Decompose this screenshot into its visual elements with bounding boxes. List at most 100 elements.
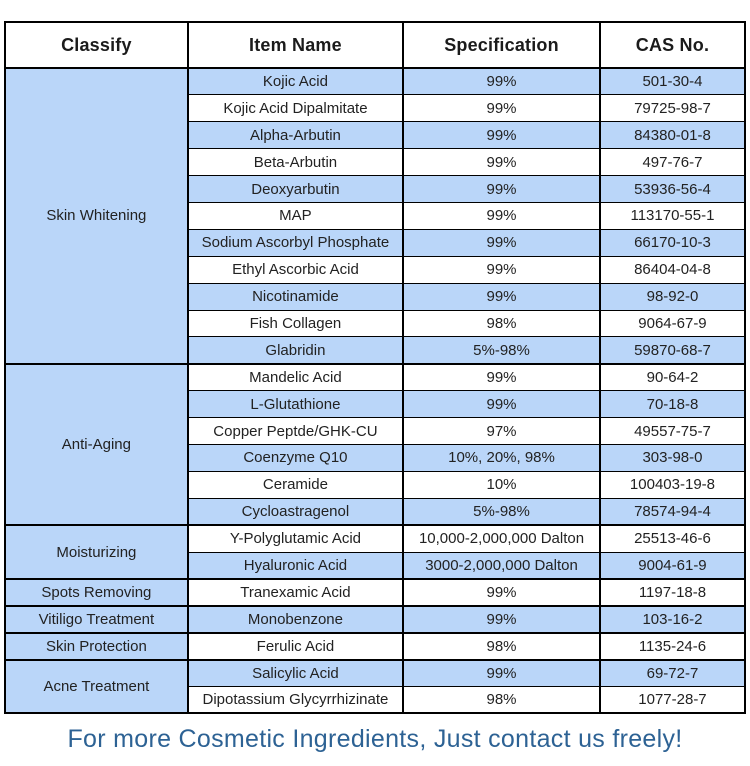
table-row: Coenzyme Q10 10%, 20%, 98% 303-98-0 [5,443,747,472]
table-body: Skin Whitening Kojic Acid 99% 501-30-4 Kojic… [4,67,747,715]
item-name-cell: Tranexamic Acid [186,577,405,607]
item-name-cell: Sodium Ascorbyl Phosphate [186,228,405,257]
table-row: Spots Removing Tranexamic Acid 99% 1197-18-… [4,577,747,607]
header-specification: Specification [402,21,601,69]
specification-cell: 99% [402,228,601,257]
cas-no-cell: 1197-18-8 [598,577,747,607]
header-classify: Classify [4,21,189,69]
ingredients-table: Classify Item Name Specification CAS No.… [4,21,747,715]
table-row: Acne Treatment Salicylic Acid 99% 69-72-7 [4,658,747,715]
cas-no-cell: 49557-75-7 [598,417,747,445]
specification-cell: 99% [402,390,601,419]
specification-cell: 5%-98% [402,497,601,526]
header-item-name: Item Name [186,21,405,69]
table-row: Skin Protection Ferulic Acid 98% 1135-24-6 [4,631,747,661]
item-name-cell: Hyaluronic Acid [186,551,405,580]
classify-cell: Skin Whitening [4,67,189,365]
table-row: Alpha-Arbutin 99% 84380-01-8 [5,121,747,150]
specification-cell: 99% [402,121,601,150]
specification-cell: 10% [402,470,601,499]
classify-cell: Moisturizing [4,524,189,580]
cas-no-cell: 59870-68-7 [598,336,747,365]
item-name-cell: Alpha-Arbutin [186,121,405,150]
specification-cell: 99% [402,148,601,177]
cas-no-cell: 78574-94-4 [598,497,747,526]
cas-no-cell: 98-92-0 [598,282,747,311]
cas-no-cell: 497-76-7 [598,148,747,177]
cas-no-cell: 100403-19-8 [598,470,747,499]
item-name-cell: Mandelic Acid [186,362,405,392]
specification-cell: 99% [402,604,601,634]
specification-cell: 98% [402,631,601,661]
item-name-cell: Salicylic Acid [186,658,405,687]
cas-no-cell: 86404-04-8 [598,255,747,284]
cas-no-cell: 1077-28-7 [598,685,747,714]
cas-no-cell: 66170-10-3 [598,228,747,257]
cas-no-cell: 84380-01-8 [598,121,747,150]
item-name-cell: Y-Polyglutamic Acid [186,524,405,553]
table-row: Fish Collagen 98% 9064-67-9 [5,309,747,338]
specification-cell: 99% [402,67,601,96]
table-row: Beta-Arbutin 99% 497-76-7 [5,148,747,177]
specification-cell: 99% [402,658,601,687]
item-name-cell: Fish Collagen [186,309,405,338]
header-row: Classify Item Name Specification CAS No. [4,21,747,69]
cas-no-cell: 9004-61-9 [598,551,747,580]
cas-no-cell: 70-18-8 [598,390,747,419]
specification-cell: 99% [402,362,601,392]
specification-cell: 98% [402,685,601,714]
cas-no-cell: 53936-56-4 [598,175,747,203]
table-row: Vitiligo Treatment Monobenzone 99% 103-16-2 [4,604,747,634]
table-row: Copper Peptde/GHK-CU 97% 49557-75-7 [5,417,747,445]
table-row: MAP 99% 113170-55-1 [5,201,747,230]
classify-cell: Vitiligo Treatment [4,604,189,634]
table-row: Nicotinamide 99% 98-92-0 [5,282,747,311]
item-name-cell: Ceramide [186,470,405,499]
table-row: Glabridin 5%-98% 59870-68-7 [5,336,747,365]
item-name-cell: L-Glutathione [186,390,405,419]
specification-cell: 98% [402,309,601,338]
table-row: Skin Whitening Kojic Acid 99% 501-30-4 [4,67,747,365]
item-name-cell: Glabridin [186,336,405,365]
footer-note: For more Cosmetic Ingredients, Just cont… [67,725,683,754]
table-row: Dipotassium Glycyrrhizinate 98% 1077-28-7 [5,685,747,714]
specification-cell: 97% [402,417,601,445]
table-row: Ceramide 10% 100403-19-8 [5,470,747,499]
cas-no-cell: 113170-55-1 [598,201,747,230]
table-row: Deoxyarbutin 99% 53936-56-4 [5,175,747,203]
cas-no-cell: 103-16-2 [598,604,747,634]
specification-cell: 99% [402,201,601,230]
item-name-cell: Ferulic Acid [186,631,405,661]
item-name-cell: Nicotinamide [186,282,405,311]
header-cas-no: CAS No. [598,21,747,69]
item-name-cell: Kojic Acid Dipalmitate [186,94,405,123]
specification-cell: 10%, 20%, 98% [402,443,601,472]
specification-cell: 5%-98% [402,336,601,365]
table-row: L-Glutathione 99% 70-18-8 [5,390,747,419]
specification-cell: 99% [402,94,601,123]
classify-cell: Skin Protection [4,631,189,661]
table-row: Kojic Acid Dipalmitate 99% 79725-98-7 [5,94,747,123]
item-name-cell: Ethyl Ascorbic Acid [186,255,405,284]
table-row: Ethyl Ascorbic Acid 99% 86404-04-8 [5,255,747,284]
classify-cell: Acne Treatment [4,658,189,715]
specification-cell: 3000-2,000,000 Dalton [402,551,601,580]
cas-no-cell: 501-30-4 [598,67,747,96]
cas-no-cell: 303-98-0 [598,443,747,472]
item-name-cell: Dipotassium Glycyrrhizinate [186,685,405,714]
item-name-cell: MAP [186,201,405,230]
cas-no-cell: 79725-98-7 [598,94,747,123]
item-name-cell: Kojic Acid [186,67,405,96]
cas-no-cell: 25513-46-6 [598,524,747,553]
specification-cell: 99% [402,255,601,284]
specification-cell: 99% [402,282,601,311]
item-name-cell: Copper Peptde/GHK-CU [186,417,405,445]
cas-no-cell: 90-64-2 [598,362,747,392]
item-name-cell: Cycloastragenol [186,497,405,526]
specification-cell: 99% [402,577,601,607]
item-name-cell: Deoxyarbutin [186,175,405,203]
specification-cell: 10,000-2,000,000 Dalton [402,524,601,553]
classify-cell: Spots Removing [4,577,189,607]
table-row: Moisturizing Y-Polyglutamic Acid 10,000-2,… [4,524,747,580]
